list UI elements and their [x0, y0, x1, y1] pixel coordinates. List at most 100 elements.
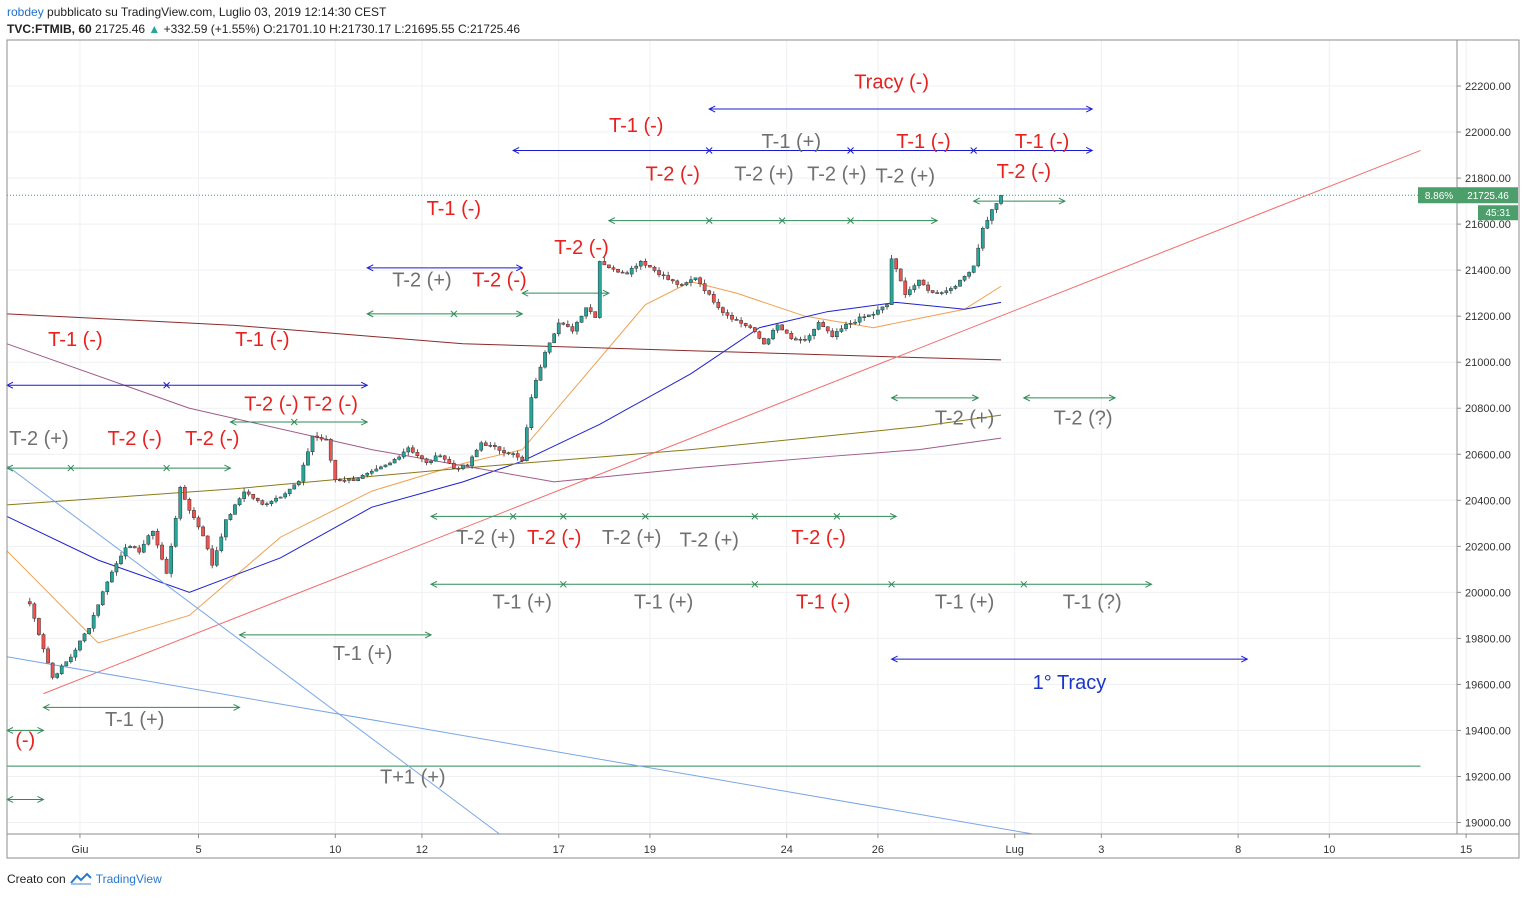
annotation-label[interactable]: T-1 (+) [333, 643, 392, 665]
candle-body [374, 468, 379, 472]
tradingview-brand-link[interactable]: TradingView [95, 872, 162, 886]
annotation-label[interactable]: T-1 (-) [796, 591, 850, 613]
annotation-label[interactable]: T-1 (?) [1063, 591, 1122, 613]
annotation-label[interactable]: T-1 (+) [105, 709, 164, 731]
y-tick-label: 20000.00 [1465, 587, 1511, 599]
annotation-label[interactable]: T-2 (-) [997, 161, 1051, 183]
annotation-label[interactable]: T-1 (-) [609, 115, 663, 137]
annotation-label[interactable]: T-2 (-) [554, 237, 608, 259]
range-arrow[interactable] [5, 464, 232, 472]
annotation-label[interactable]: T-2 (-) [244, 394, 298, 416]
range-arrow[interactable] [429, 512, 898, 520]
y-tick-label: 21000.00 [1465, 357, 1511, 369]
range-arrow[interactable] [708, 105, 1094, 113]
annotation-label[interactable]: 1° Tracy [1033, 672, 1107, 694]
range-arrow[interactable] [5, 381, 369, 389]
cross-marker [778, 217, 786, 225]
trendlines[interactable] [6, 150, 1457, 835]
range-arrow[interactable] [890, 655, 1249, 663]
cross-marker [833, 513, 841, 520]
annotation-label[interactable]: T-1 (+) [493, 591, 552, 613]
trendline[interactable] [43, 150, 1421, 695]
candle-body [898, 268, 903, 282]
candle-body [584, 307, 588, 317]
annotation-label[interactable]: T-2 (-) [646, 163, 700, 185]
candle-body [438, 455, 443, 458]
annotation-label[interactable]: T-2 (-) [472, 269, 526, 291]
chart-header: robdey pubblicato su TradingView.com, Lu… [7, 4, 520, 38]
annotation-label[interactable]: T-2 (-) [107, 428, 161, 450]
range-arrow[interactable] [366, 310, 524, 318]
range-arrow[interactable] [512, 147, 1094, 154]
annotation-label[interactable]: T-1 (-) [48, 329, 102, 351]
annotation-label[interactable]: T-1 (+) [935, 591, 994, 613]
range-arrow[interactable] [1022, 394, 1117, 402]
annotation-label[interactable]: Tracy (-) [854, 71, 929, 93]
range-arrow[interactable] [972, 197, 1066, 205]
arrowhead-right [1085, 147, 1094, 154]
x-tick-label: 17 [553, 844, 565, 856]
range-arrow[interactable] [229, 418, 369, 426]
grid [7, 40, 1467, 834]
range-arrow[interactable] [238, 631, 433, 639]
annotation-label[interactable]: T-2 (+) [935, 407, 994, 429]
annotation-label[interactable]: T-1 (-) [1015, 131, 1069, 153]
y-tick-label: 21800.00 [1465, 173, 1511, 185]
annotation-label[interactable]: T-1 (-) [896, 131, 950, 153]
annotation-label[interactable]: T-2 (?) [1054, 407, 1113, 429]
candle-body [812, 328, 816, 336]
candle-body [283, 493, 287, 498]
annotation-label[interactable]: T-2 (-) [791, 527, 845, 549]
annotation-label[interactable]: T-2 (-) [527, 527, 581, 549]
trendline[interactable] [6, 465, 500, 835]
trendline[interactable] [6, 656, 1034, 835]
annotation-label[interactable]: T+1 (+) [380, 766, 446, 788]
candle-body [237, 498, 242, 506]
annotation-label[interactable]: T-1 (+) [762, 131, 821, 153]
candle-body [766, 338, 771, 345]
range-arrows[interactable] [5, 105, 1249, 803]
candles [27, 195, 1003, 680]
candle-body [684, 282, 689, 286]
annotation-label[interactable]: T-1 (+) [634, 591, 693, 613]
candle-body [383, 464, 388, 468]
candle-body [210, 548, 215, 566]
cross-marker [290, 418, 298, 426]
candle-body [958, 279, 962, 287]
candle-body [876, 309, 880, 315]
moving-average-line [6, 414, 1002, 506]
annotation-label[interactable]: T-2 (+) [602, 527, 661, 549]
range-arrow[interactable] [607, 217, 939, 225]
annotation-label[interactable]: T-2 (+) [807, 163, 866, 185]
annotation-label[interactable]: T-2 (+) [456, 527, 515, 549]
candle-body [64, 661, 69, 667]
range-arrow[interactable] [366, 264, 524, 272]
range-arrow[interactable] [5, 796, 45, 803]
annotation-label[interactable]: T-2 (+) [679, 529, 738, 551]
candle-body [360, 475, 365, 479]
annotation-label[interactable]: T-2 (+) [876, 166, 935, 188]
annotation-label[interactable]: T-2 (+) [734, 163, 793, 185]
annotation-label[interactable]: T-2 (-) [304, 394, 358, 416]
arrowhead-left [890, 394, 898, 402]
arrowhead-right [360, 418, 369, 426]
annotations[interactable]: Tracy (-) T-1 (-) T-1 (+) T-1 (-) T-1 (-) T-2… [9, 71, 1121, 788]
arrowhead-left [708, 105, 716, 113]
range-arrow[interactable] [890, 394, 980, 402]
candle-body [406, 447, 411, 453]
range-arrow[interactable] [429, 580, 1153, 588]
close-value: C:21725.46 [457, 22, 521, 36]
annotation-label[interactable]: (-) [15, 730, 35, 752]
annotation-label[interactable]: T-2 (+) [9, 428, 68, 450]
annotation-label[interactable]: T-2 (+) [392, 269, 451, 291]
range-arrow[interactable] [521, 289, 611, 297]
annotation-label[interactable]: T-1 (-) [427, 198, 481, 220]
range-arrow[interactable] [42, 703, 241, 711]
author-name[interactable]: robdey [7, 5, 44, 19]
annotation-label[interactable]: T-2 (-) [185, 428, 239, 450]
arrowhead-right [516, 264, 524, 272]
annotation-label[interactable]: T-1 (-) [235, 329, 289, 351]
publish-info: robdey pubblicato su TradingView.com, Lu… [7, 4, 520, 21]
cross-marker [559, 513, 567, 520]
